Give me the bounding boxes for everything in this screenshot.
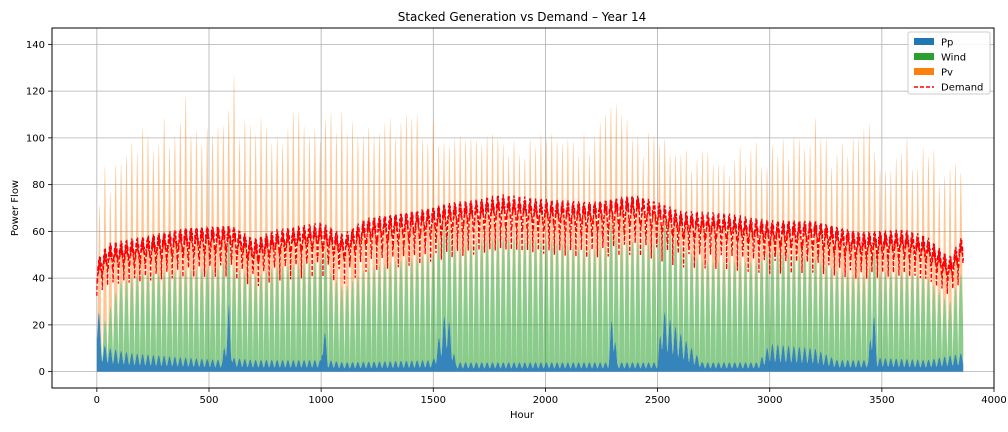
x-tick-label: 1500 xyxy=(421,395,446,406)
legend-swatch-wind xyxy=(914,53,934,60)
x-tick-label: 2500 xyxy=(645,395,670,406)
plot-frame xyxy=(51,27,995,389)
y-tick-label: 140 xyxy=(26,40,45,51)
x-axis-ticks: 0 500 1000 1500 2000 2500 3000 3500 4000 xyxy=(94,388,1007,406)
y-tick-label: 0 xyxy=(39,367,45,378)
x-tick-label: 1000 xyxy=(308,395,333,406)
x-tick-label: 4000 xyxy=(981,395,1006,406)
area-wind xyxy=(96,219,964,369)
legend-box xyxy=(907,31,991,95)
y-tick-label: 100 xyxy=(26,133,45,144)
x-tick-label: 3000 xyxy=(757,395,782,406)
y-tick-label: 80 xyxy=(32,180,45,191)
y-axis-ticks: 0 20 40 60 80 100 120 140 xyxy=(26,40,52,378)
legend-label-demand: Demand xyxy=(941,83,983,94)
y-axis-label: Power Flow xyxy=(10,180,21,236)
y-tick-label: 40 xyxy=(32,274,45,285)
legend: Pp Wind Pv Demand xyxy=(907,31,991,95)
line-demand xyxy=(96,194,964,296)
x-tick-label: 0 xyxy=(94,395,100,406)
legend-label-pp: Pp xyxy=(941,38,953,49)
legend-label-wind: Wind xyxy=(941,53,966,64)
y-tick-label: 60 xyxy=(32,227,45,238)
x-axis-label: Hour xyxy=(510,410,535,421)
x-tick-label: 3500 xyxy=(869,395,894,406)
legend-swatch-pp xyxy=(914,38,934,45)
x-tick-label: 500 xyxy=(199,395,218,406)
y-tick-label: 120 xyxy=(26,87,45,98)
y-tick-label: 20 xyxy=(32,320,45,331)
area-pp xyxy=(96,303,964,372)
x-tick-label: 2000 xyxy=(533,395,558,406)
legend-label-pv: Pv xyxy=(941,68,953,79)
area-pv xyxy=(96,75,964,369)
plot-area xyxy=(96,75,964,372)
chart-title: Stacked Generation vs Demand – Year 14 xyxy=(398,10,647,24)
legend-swatch-pv xyxy=(914,68,934,75)
